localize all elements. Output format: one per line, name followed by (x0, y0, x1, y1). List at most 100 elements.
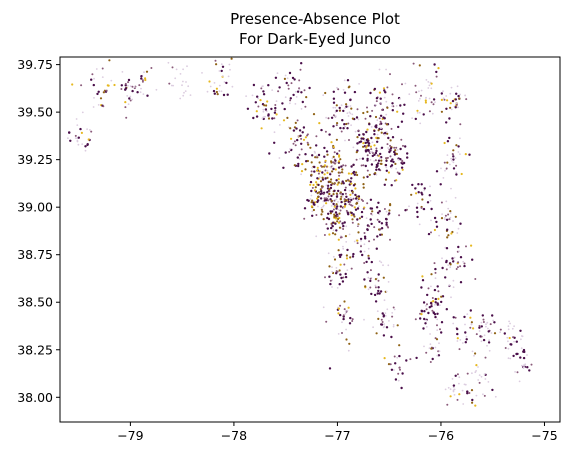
scatter-point (414, 187, 417, 190)
y-tick-label: 39.75 (17, 57, 53, 72)
scatter-point (374, 278, 377, 281)
scatter-point (266, 100, 269, 103)
scatter-point (436, 354, 439, 357)
scatter-point (344, 107, 346, 109)
scatter-point (446, 99, 449, 102)
scatter-point (296, 90, 300, 93)
y-tick-label: 38.50 (17, 295, 53, 310)
scatter-point (379, 290, 383, 293)
scatter-point (384, 91, 387, 94)
scatter-point (378, 292, 381, 295)
scatter-point (298, 153, 301, 156)
scatter-point (337, 181, 340, 184)
scatter-point (454, 316, 457, 319)
scatter-point (434, 303, 436, 306)
scatter-point (341, 196, 344, 198)
scatter-point (383, 183, 386, 186)
scatter-point (451, 159, 453, 162)
scatter-point (124, 87, 128, 90)
scatter-point (327, 195, 330, 198)
scatter-point (309, 183, 312, 186)
scatter-point (309, 198, 312, 200)
scatter-point (385, 223, 388, 226)
scatter-point (485, 325, 487, 328)
scatter-point (386, 86, 389, 89)
scatter-point (278, 157, 281, 159)
scatter-point (262, 108, 265, 111)
scatter-point (423, 189, 426, 192)
scatter-point (252, 116, 255, 120)
scatter-point (366, 157, 369, 161)
scatter-point (351, 320, 354, 322)
y-tick-label: 39.25 (17, 152, 53, 167)
scatter-point (343, 263, 346, 266)
scatter-point (450, 187, 452, 190)
scatter-point (510, 343, 513, 346)
scatter-point (377, 273, 380, 276)
scatter-point (345, 209, 348, 212)
scatter-point (97, 104, 100, 106)
scatter-point (427, 311, 430, 315)
scatter-point (445, 167, 448, 170)
scatter-point (387, 281, 390, 283)
scatter-point (324, 159, 327, 162)
scatter-point (434, 267, 437, 271)
scatter-point (509, 357, 512, 360)
scatter-point (87, 138, 90, 141)
scatter-point (428, 194, 431, 197)
scatter-point (360, 137, 363, 140)
scatter-point (336, 220, 339, 223)
scatter-point (419, 97, 421, 100)
scatter-point (366, 154, 369, 157)
scatter-point (364, 150, 368, 153)
scatter-point (293, 140, 296, 143)
scatter-point (215, 87, 218, 90)
scatter-point (378, 68, 381, 71)
scatter-point (433, 228, 436, 232)
scatter-point (442, 97, 445, 100)
scatter-point (371, 152, 374, 154)
scatter-point (336, 152, 339, 155)
scatter-point (385, 159, 388, 162)
scatter-point (330, 223, 333, 226)
scatter-point (380, 127, 382, 130)
scatter-point (442, 177, 445, 179)
scatter-point (389, 363, 392, 366)
scatter-point (136, 91, 139, 94)
scatter-point (487, 381, 490, 383)
scatter-point (390, 335, 393, 339)
scatter-point (348, 139, 350, 141)
scatter-point (395, 167, 398, 170)
scatter-point (324, 91, 327, 95)
scatter-point (499, 331, 501, 334)
scatter-point (464, 153, 467, 156)
scatter-point (363, 232, 366, 234)
scatter-point (330, 178, 333, 181)
scatter-point (449, 210, 452, 213)
scatter-point (444, 214, 447, 217)
scatter-point (126, 95, 129, 97)
scatter-point (396, 149, 399, 151)
scatter-point (101, 76, 104, 78)
scatter-point (431, 309, 434, 312)
scatter-point (362, 145, 365, 148)
scatter-point (487, 341, 491, 344)
scatter-point (342, 109, 345, 113)
scatter-point (271, 117, 274, 120)
scatter-point (395, 146, 398, 149)
scatter-point (352, 184, 356, 187)
scatter-point (366, 110, 369, 113)
scatter-point (390, 159, 393, 163)
scatter-point (474, 278, 477, 280)
scatter-point (344, 186, 347, 189)
scatter-point (349, 180, 352, 183)
scatter-point (402, 144, 404, 147)
scatter-point (281, 102, 284, 105)
scatter-point (516, 371, 519, 374)
scatter-point (324, 169, 327, 172)
scatter-point (445, 95, 448, 97)
scatter-point (347, 115, 350, 117)
scatter-point (325, 184, 328, 187)
x-axis: −79 −78 −77 −76 −75 (117, 422, 558, 443)
scatter-point (398, 366, 401, 369)
